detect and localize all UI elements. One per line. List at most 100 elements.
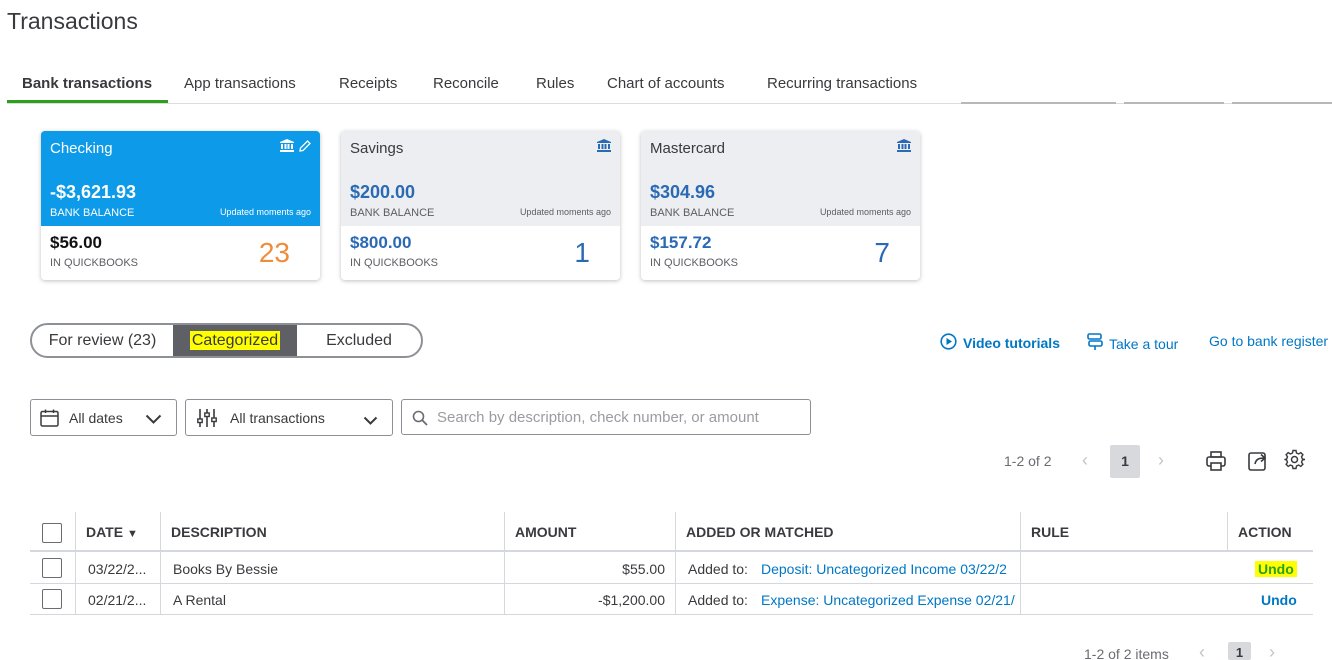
rule-column-header[interactable]: RULE — [1031, 524, 1070, 540]
gear-icon[interactable] — [1284, 449, 1306, 475]
edit-pencil-icon[interactable] — [299, 139, 311, 157]
updated-status: Updated moments ago — [219, 207, 311, 217]
bank-balance: $200.00 — [350, 182, 416, 202]
date-filter-label: All dates — [69, 410, 123, 426]
bank-icon — [897, 139, 911, 157]
quickbooks-balance: $56.00 — [50, 233, 102, 252]
export-icon[interactable] — [1248, 451, 1268, 476]
bottom-pager-current-page[interactable]: 1 — [1228, 642, 1251, 660]
sort-desc-icon: ▼ — [126, 528, 138, 540]
action-column-header: ACTION — [1238, 524, 1292, 540]
table-row[interactable]: 03/22/2... Books By Bessie $55.00 Added … — [30, 553, 1313, 584]
row-added-link[interactable]: Deposit: Uncategorized Income 03/22/2 — [761, 561, 1007, 577]
play-circle-icon — [940, 333, 957, 353]
bank-icon — [597, 139, 611, 157]
tab-divider — [1232, 102, 1332, 104]
date-filter-dropdown[interactable]: All dates — [30, 399, 177, 436]
card-header: Checking -$3,621.93 BANK BALANCE Updated… — [41, 131, 320, 226]
card-header: Savings $200.00 BANK BALANCE Updated mom… — [341, 131, 620, 226]
pending-count: 23 — [258, 237, 290, 268]
quickbooks-balance: $157.72 — [650, 233, 712, 252]
go-to-bank-register-link[interactable]: Go to bank register — [1209, 333, 1329, 349]
row-date: 02/21/2... — [88, 592, 147, 608]
row-checkbox[interactable] — [42, 589, 62, 609]
pager-current-page[interactable]: 1 — [1110, 445, 1140, 478]
card-header: Mastercard $304.96 BANK BALANCE Updated … — [641, 131, 920, 226]
description-column-header[interactable]: DESCRIPTION — [171, 524, 267, 540]
bank-balance: -$3,621.93 — [50, 182, 137, 202]
row-description: A Rental — [173, 592, 226, 608]
chevron-down-icon — [145, 412, 162, 430]
tab-divider — [1124, 102, 1224, 104]
bank-icon — [280, 139, 294, 157]
bottom-pager-range: 1-2 of 2 items — [1084, 646, 1169, 660]
video-tutorials-link[interactable]: Video tutorials — [940, 333, 1060, 353]
row-added-prefix: Added to: — [688, 561, 748, 577]
updated-status: Updated moments ago — [519, 207, 611, 217]
bank-balance-label: BANK BALANCE — [350, 207, 435, 219]
pager-prev-chevron-icon[interactable]: ‹ — [1082, 450, 1088, 470]
for-review-button[interactable]: For review (23) — [48, 332, 157, 349]
date-column-header[interactable]: DATE ▼ — [86, 524, 138, 540]
signpost-icon — [1087, 333, 1103, 354]
column-divider — [675, 512, 676, 614]
row-checkbox[interactable] — [42, 558, 62, 578]
account-card-mastercard[interactable]: Mastercard $304.96 BANK BALANCE Updated … — [641, 131, 920, 280]
search-icon — [412, 410, 428, 431]
excluded-button[interactable]: Excluded — [326, 332, 392, 349]
tab-chart-of-accounts[interactable]: Chart of accounts — [607, 75, 725, 92]
tab-divider — [961, 102, 1116, 104]
column-divider — [1227, 512, 1228, 552]
account-name: Mastercard — [650, 140, 726, 157]
categorized-button[interactable]: Categorized — [173, 325, 297, 356]
pager-next-chevron-icon[interactable]: › — [1158, 450, 1164, 470]
transaction-type-label: All transactions — [230, 410, 325, 426]
account-card-savings[interactable]: Savings $200.00 BANK BALANCE Updated mom… — [341, 131, 620, 280]
added-or-matched-column-header[interactable]: ADDED OR MATCHED — [686, 524, 834, 540]
row-amount: $55.00 — [622, 561, 665, 577]
calendar-icon — [40, 409, 59, 432]
account-name: Savings — [350, 140, 404, 157]
search-box — [401, 399, 811, 435]
table-row[interactable]: 02/21/2... A Rental -$1,200.00 Added to:… — [30, 584, 1313, 615]
tab-bar: Bank transactions App transactions Recei… — [7, 70, 1332, 104]
categorized-label: Categorized — [189, 331, 281, 350]
column-divider — [504, 512, 505, 614]
undo-button[interactable]: Undo — [1255, 561, 1297, 577]
row-amount: -$1,200.00 — [598, 592, 665, 608]
account-card-checking[interactable]: Checking -$3,621.93 BANK BALANCE Updated… — [41, 131, 320, 280]
row-added-prefix: Added to: — [688, 592, 748, 608]
row-date: 03/22/2... — [88, 561, 147, 577]
sliders-icon — [197, 408, 217, 433]
tab-recurring-transactions[interactable]: Recurring transactions — [767, 75, 918, 92]
search-input[interactable] — [437, 406, 802, 429]
take-tour-link[interactable]: Take a tour — [1087, 333, 1178, 354]
tab-rules[interactable]: Rules — [536, 75, 575, 92]
tab-receipts[interactable]: Receipts — [339, 75, 398, 92]
pending-count: 1 — [574, 237, 590, 268]
row-added-link[interactable]: Expense: Uncategorized Expense 02/21/ — [761, 592, 1015, 608]
column-divider — [75, 512, 76, 614]
chevron-down-icon — [363, 413, 378, 431]
tab-reconcile[interactable]: Reconcile — [433, 75, 499, 92]
transaction-type-filter-dropdown[interactable]: All transactions — [185, 399, 393, 436]
undo-button[interactable]: Undo — [1261, 592, 1297, 608]
table-header: DATE ▼ DESCRIPTION AMOUNT ADDED OR MATCH… — [30, 512, 1313, 552]
amount-column-header[interactable]: AMOUNT — [515, 524, 577, 540]
active-tab-indicator — [7, 100, 168, 103]
column-divider — [1020, 512, 1021, 614]
quickbooks-balance: $800.00 — [350, 233, 412, 252]
select-all-checkbox[interactable] — [42, 523, 62, 543]
pager-range: 1-2 of 2 — [1004, 453, 1052, 469]
bank-balance: $304.96 — [650, 182, 716, 202]
bottom-pager-prev-chevron-icon[interactable]: ‹ — [1199, 642, 1205, 660]
updated-status: Updated moments ago — [819, 207, 911, 217]
video-tutorials-label: Video tutorials — [963, 335, 1060, 351]
bottom-pager-next-chevron-icon[interactable]: › — [1269, 642, 1275, 660]
print-icon[interactable] — [1206, 451, 1226, 476]
review-status-toggle: For review (23) Categorized Excluded — [30, 323, 423, 358]
column-divider — [160, 512, 161, 614]
tab-app-transactions[interactable]: App transactions — [184, 75, 296, 92]
tab-bank-transactions[interactable]: Bank transactions — [22, 75, 153, 92]
take-tour-label: Take a tour — [1109, 335, 1179, 352]
